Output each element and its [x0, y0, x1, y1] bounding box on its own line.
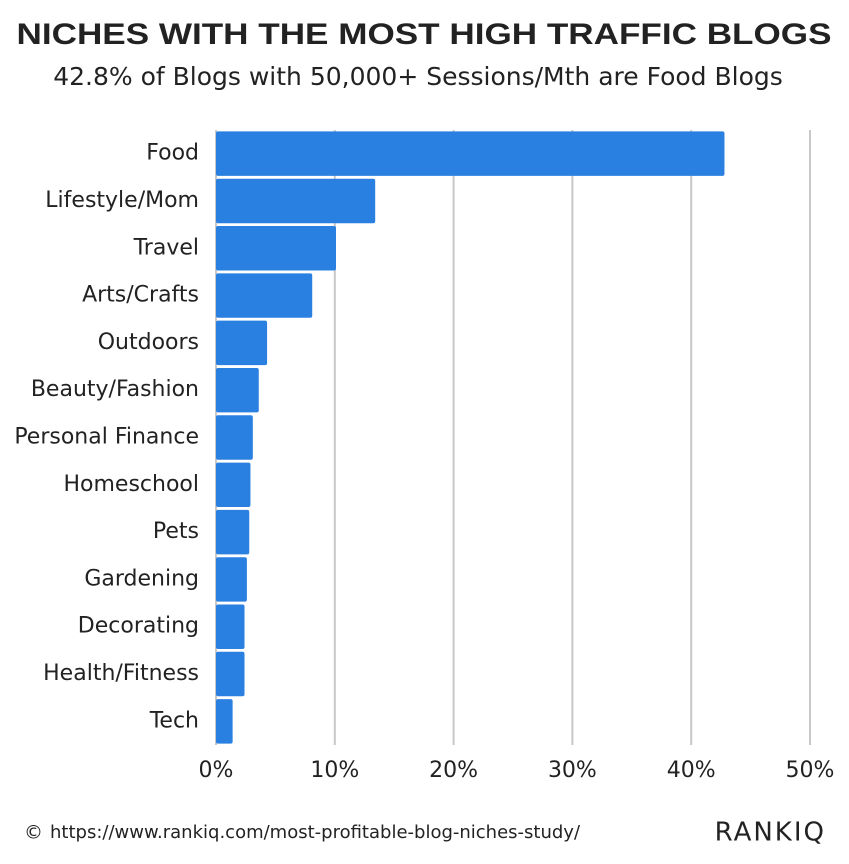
bar	[216, 415, 253, 460]
copyright-symbol: ©	[24, 822, 43, 844]
y-tick-label: Decorating	[78, 614, 199, 639]
y-tick-label: Beauty/Fashion	[31, 377, 199, 402]
x-tick-label: 50%	[786, 758, 835, 783]
bar	[216, 557, 247, 602]
y-tick-label: Gardening	[84, 566, 199, 591]
bar	[216, 320, 268, 366]
bar	[216, 226, 336, 271]
x-tick-label: 20%	[429, 758, 478, 783]
bar	[216, 273, 313, 318]
source-url: https://www.rankiq.com/most-profitable-b…	[50, 822, 581, 843]
y-tick-label: Tech	[149, 708, 199, 733]
bar	[216, 651, 245, 697]
bar	[216, 178, 376, 224]
x-tick-label: 40%	[667, 758, 716, 783]
y-tick-label: Pets	[153, 519, 199, 544]
y-tick-label: Food	[146, 141, 199, 166]
y-tick-label: Outdoors	[98, 330, 199, 355]
y-tick-label: Homeschool	[63, 472, 199, 497]
logo: RANKIQ	[715, 818, 826, 848]
y-tick-label: Health/Fitness	[43, 661, 199, 686]
bar	[216, 509, 250, 555]
y-tick-label: Lifestyle/Mom	[45, 188, 199, 213]
bar	[216, 462, 251, 508]
bar	[216, 131, 725, 176]
x-tick-label: 10%	[310, 758, 359, 783]
y-tick-label: Arts/Crafts	[82, 283, 199, 308]
x-tick-label: 0%	[199, 758, 234, 783]
chart-subtitle: 42.8% of Blogs with 50,000+ Sessions/Mth…	[53, 62, 783, 91]
y-tick-label: Travel	[133, 235, 199, 260]
bar	[216, 699, 233, 744]
x-tick-label: 30%	[548, 758, 597, 783]
bar	[216, 604, 245, 649]
chart-title: NICHES WITH THE MOST HIGH TRAFFIC BLOGS	[17, 18, 832, 51]
y-tick-label: Personal Finance	[14, 425, 199, 450]
bar	[216, 367, 259, 413]
